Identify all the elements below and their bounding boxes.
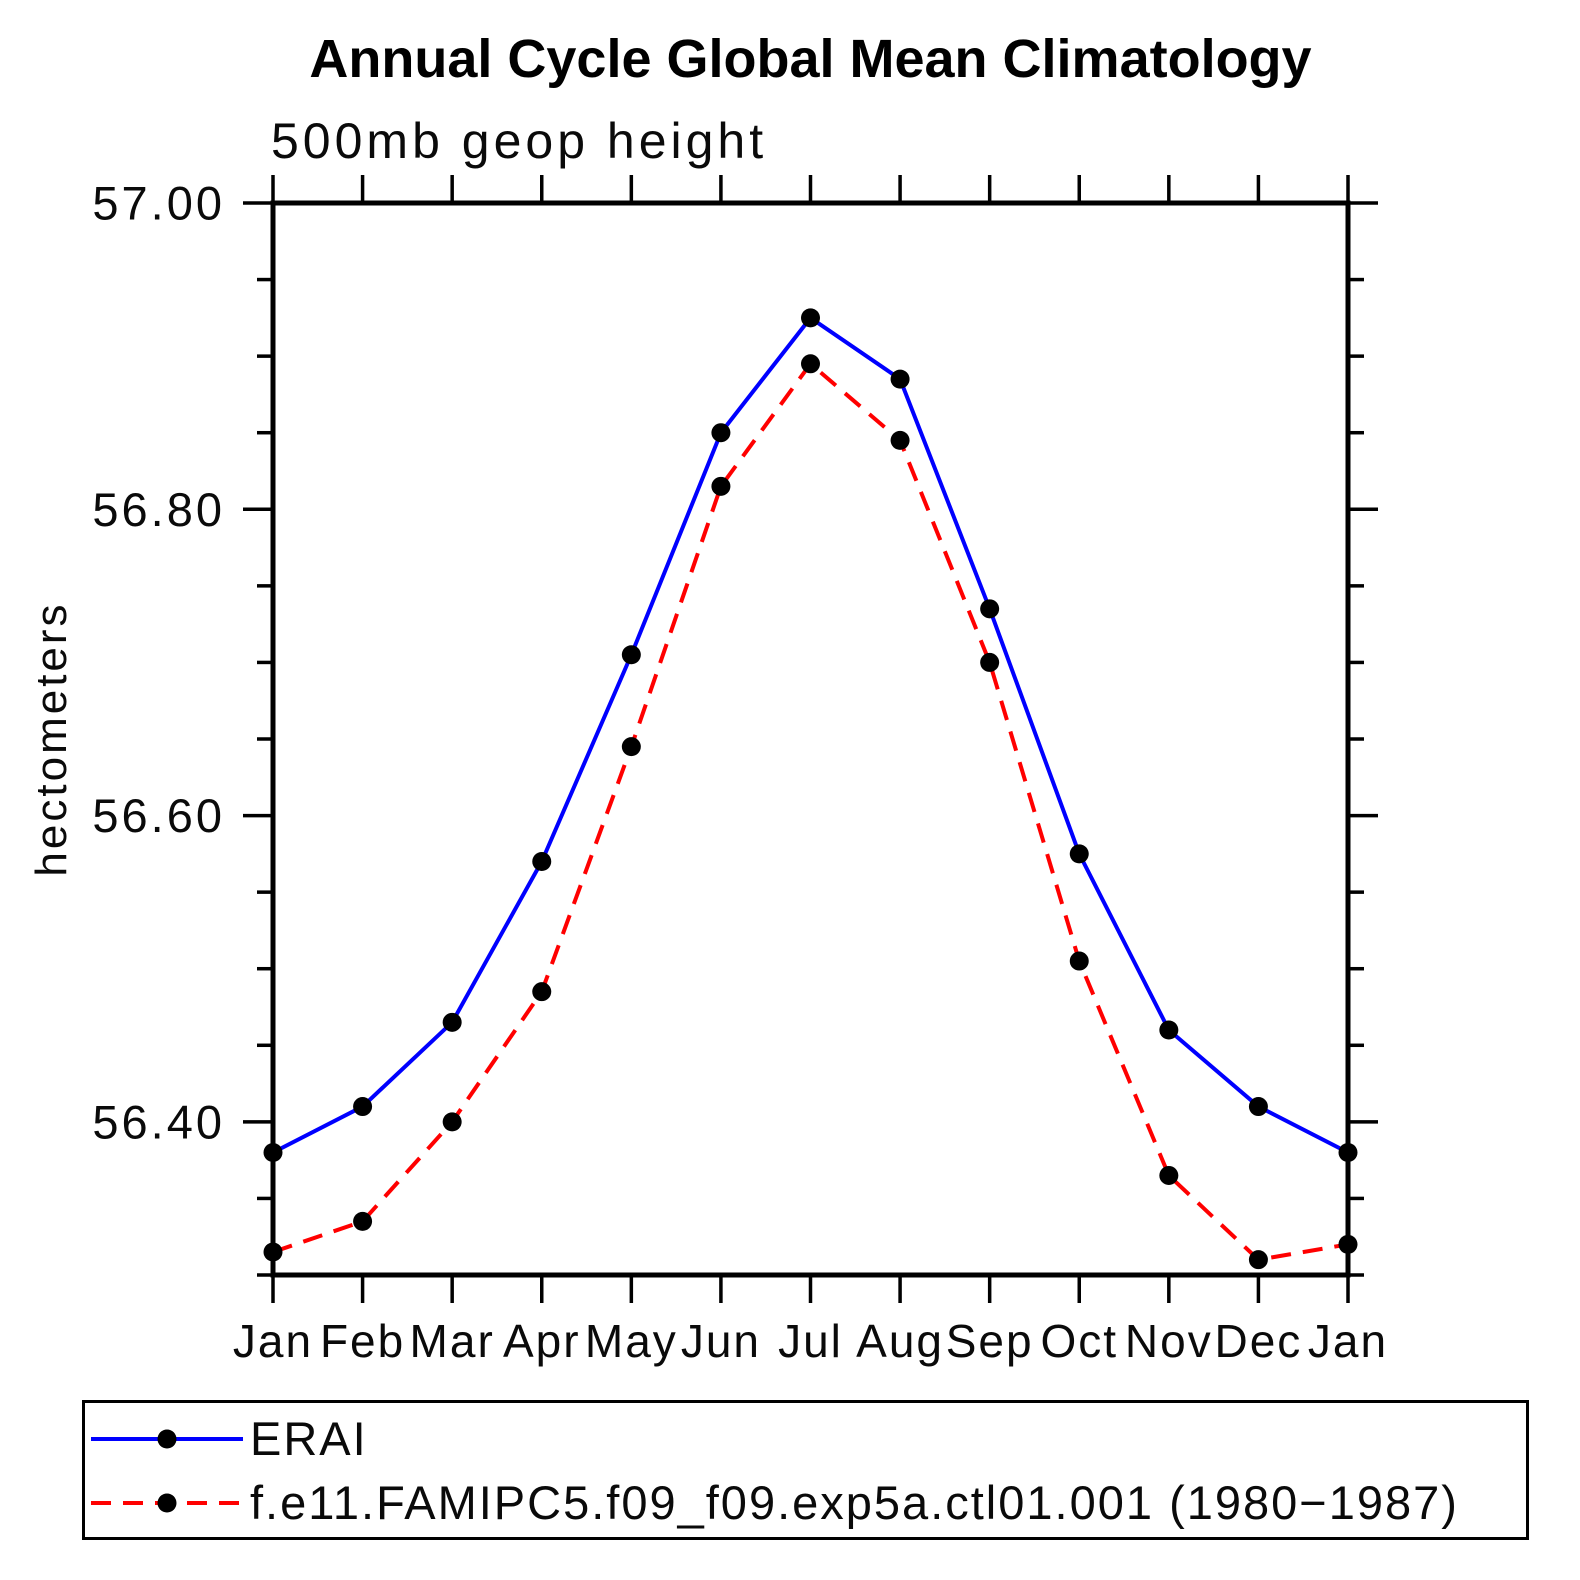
legend-item-erai: ERAI [88, 1415, 368, 1463]
y-tick-label: 57.00 [92, 177, 225, 230]
data-point-marker [621, 645, 641, 665]
x-tick-label: Jul [778, 1315, 843, 1367]
data-point-marker [890, 430, 910, 450]
series-line [272, 315, 1349, 1155]
x-tick-label: Jan [1308, 1315, 1388, 1367]
data-point-marker [980, 599, 1000, 619]
legend-label-erai: ERAI [250, 1412, 368, 1465]
axis-ticks [243, 175, 1378, 1303]
x-tick-label: Sep [946, 1315, 1034, 1367]
data-point-marker [621, 737, 641, 757]
data-point-marker [711, 423, 731, 443]
legend-label-model: f.e11.FAMIPC5.f09_f09.exp5a.ctl01.001 (1… [250, 1476, 1459, 1529]
y-tick-label: 56.40 [92, 1095, 225, 1148]
legend-item-model: f.e11.FAMIPC5.f09_f09.exp5a.ctl01.001 (1… [88, 1479, 1459, 1527]
legend-line-sample-erai [91, 1429, 243, 1449]
y-tick-label: 56.80 [92, 483, 225, 536]
data-point-marker [263, 1242, 283, 1262]
data-point-marker [1248, 1250, 1268, 1270]
data-point-marker [1069, 844, 1089, 864]
data-point-marker [532, 852, 552, 872]
data-point-marker [263, 1142, 283, 1162]
x-tick-label: Aug [856, 1315, 944, 1367]
y-tick-labels: 57.00 56.80 56.60 56.40 [92, 177, 225, 1149]
x-tick-label: Feb [320, 1315, 405, 1367]
data-point-marker [1159, 1165, 1179, 1185]
y-tick-label: 56.60 [92, 789, 225, 842]
chart-subtitle: 500mb geop height [271, 113, 768, 169]
axis-frame [270, 200, 1351, 1278]
data-point-marker [890, 369, 910, 389]
series-model [263, 354, 1358, 1270]
data-point-marker [442, 1112, 462, 1132]
x-tick-label: Jun [681, 1315, 761, 1367]
data-point-marker [1069, 951, 1089, 971]
data-point-marker [1338, 1234, 1358, 1254]
x-tick-label: Oct [1040, 1315, 1118, 1367]
data-point-marker [711, 476, 731, 496]
x-tick-labels: Jan Feb Mar Apr May Jun Jul Aug Sep Oct Nov Dec Jan [233, 1315, 1388, 1367]
series-line [272, 360, 1349, 1262]
x-tick-label: Jan [233, 1315, 313, 1367]
legend-box: ERAI f.e11.FAMIPC5.f09_f09.exp5a.ctl01.0… [82, 1400, 1529, 1540]
data-point-marker [532, 982, 552, 1002]
data-point-marker [801, 354, 820, 374]
series-erai [263, 308, 1358, 1162]
legend-line-sample-model [91, 1493, 243, 1513]
data-point-marker [353, 1097, 373, 1117]
data-point-marker [442, 1012, 462, 1032]
x-tick-label: May [585, 1315, 678, 1367]
x-tick-label: Nov [1125, 1315, 1213, 1367]
data-point-marker [980, 652, 1000, 672]
x-tick-label: Mar [410, 1315, 495, 1367]
data-point-marker [1338, 1142, 1358, 1162]
x-tick-label: Apr [503, 1315, 581, 1367]
data-point-marker [1159, 1020, 1179, 1040]
data-point-marker [801, 308, 820, 328]
chart-title: Annual Cycle Global Mean Climatology [309, 29, 1312, 89]
x-tick-label: Dec [1215, 1315, 1303, 1367]
data-point-marker [353, 1211, 373, 1231]
data-point-marker [1248, 1097, 1268, 1117]
